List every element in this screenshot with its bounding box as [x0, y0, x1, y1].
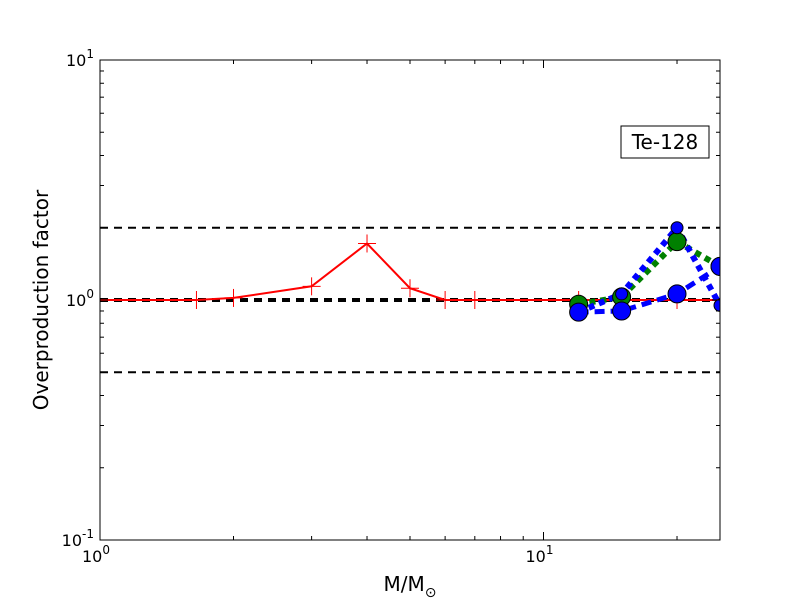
x-tick-label-0: 100: [82, 543, 110, 566]
series-line-3: [578, 264, 720, 315]
annotation-frame: [620, 125, 710, 159]
series-3-point-1: [612, 301, 632, 321]
y-tick-label-exp: 0: [86, 287, 94, 301]
annotation-label: Te-128: [631, 130, 699, 154]
y-tick-label-exp: -1: [82, 527, 94, 541]
axis-ticks: [99, 59, 720, 541]
x-tick-label-1: 101: [526, 543, 554, 566]
x-tick-label-base: 10: [526, 547, 546, 566]
y-tick-label-2: 101: [66, 47, 94, 70]
series-line-1: [578, 237, 720, 308]
series-0-point-4: [358, 234, 377, 253]
y-tick-label-base: 10: [66, 51, 86, 70]
y-axis-title: Overproduction factor: [29, 189, 53, 410]
series-0-point-5: [401, 279, 419, 298]
annotation-box: Te-128: [620, 125, 710, 159]
series-3-point-2: [667, 284, 687, 304]
series-2-point-1: [615, 287, 629, 301]
x-tick-label-exp: 0: [102, 543, 110, 557]
x-tick-label-base: 10: [82, 547, 102, 566]
series-2-point-2: [670, 221, 684, 235]
x-axis-title-subscript: ⊙: [425, 585, 437, 600]
y-tick-label-base: 10: [62, 531, 82, 550]
y-tick-label-exp: 1: [86, 47, 94, 61]
series-0-point-3: [302, 277, 321, 296]
y-tick-label-base: 10: [66, 291, 86, 310]
y-tick-label-1: 100: [66, 287, 94, 310]
series-1-point-2: [667, 232, 687, 252]
series-3-point-3: [710, 256, 720, 276]
series-2-point-3: [713, 298, 720, 312]
series-0-point-1: [187, 291, 206, 309]
y-tick-label-0: 10-1: [62, 527, 94, 550]
series-3-point-0: [569, 302, 589, 322]
series-markers: [100, 221, 720, 322]
series-0-point-7: [465, 291, 484, 309]
x-axis-title: M/M⊙: [384, 572, 437, 600]
series-0-point-2: [224, 288, 243, 307]
x-tick-label-exp: 1: [546, 543, 554, 557]
x-axis-title-main: M/M: [384, 572, 425, 596]
series-0-point-6: [436, 291, 455, 309]
series-line-2: [577, 222, 720, 315]
